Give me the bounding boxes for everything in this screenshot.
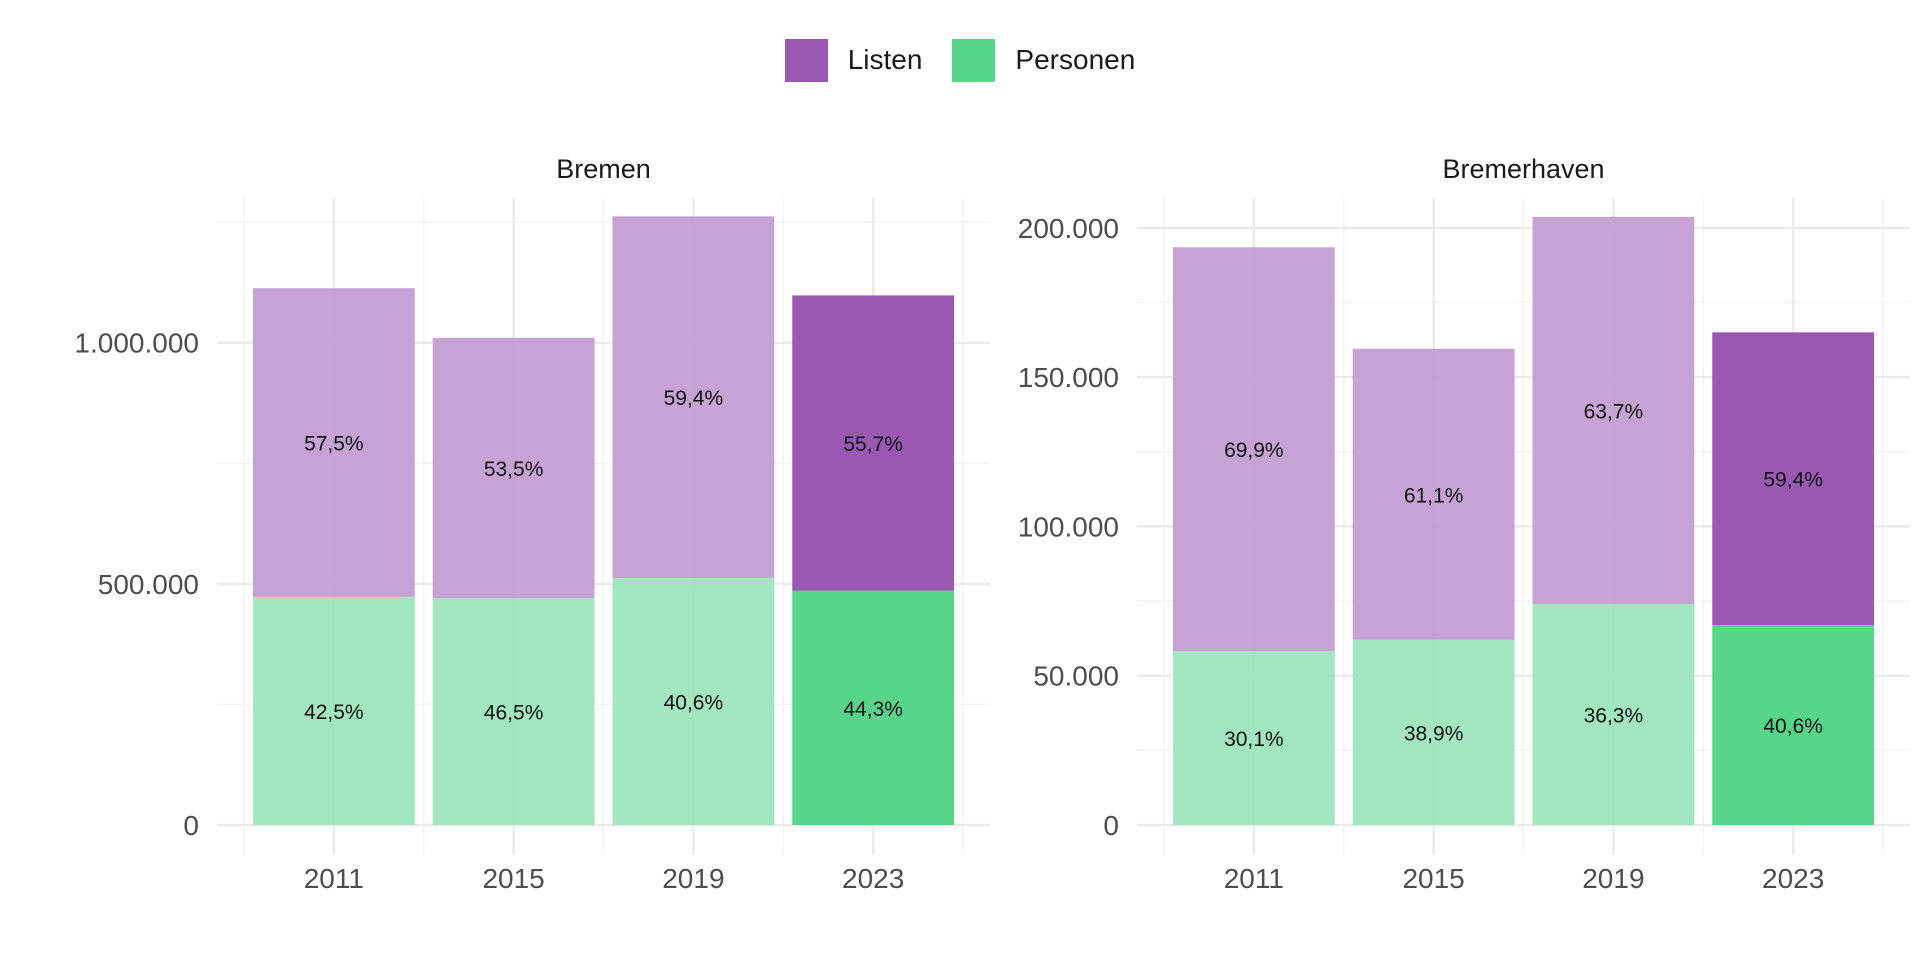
x-tick-label-2023: 2023 — [842, 863, 904, 894]
data-label-personen-2015: 38,9% — [1404, 722, 1464, 745]
y-tick-label: 500.000 — [98, 569, 199, 600]
x-tick-label-2015: 2015 — [1402, 863, 1464, 894]
bar-listen-2011 — [252, 288, 415, 597]
data-label-listen-2019: 59,4% — [664, 387, 724, 410]
legend-item-personen: Personen — [952, 38, 1136, 82]
x-tick-label-2011: 2011 — [1224, 863, 1284, 894]
panel-title-bremerhaven: Bremerhaven — [1442, 154, 1604, 184]
y-tick-label: 1.000.000 — [74, 328, 199, 359]
data-label-listen-2011: 57,5% — [304, 433, 364, 456]
bar-personen-2015 — [432, 598, 595, 825]
data-label-listen-2023: 55,7% — [843, 433, 903, 456]
bar-personen-2011 — [252, 596, 415, 825]
data-label-personen-2019: 40,6% — [664, 692, 724, 715]
legend-swatch-listen — [784, 38, 828, 82]
data-label-personen-2023: 40,6% — [1763, 715, 1823, 738]
data-label-personen-2015: 46,5% — [484, 702, 544, 725]
data-label-personen-2011: 42,5% — [304, 701, 364, 724]
y-tick-label: 100.000 — [1018, 511, 1119, 542]
bar-listen-2015 — [1352, 348, 1515, 640]
bar-listen-2019 — [612, 216, 775, 579]
x-tick-label-2023: 2023 — [1762, 863, 1824, 894]
bar-personen-2023 — [792, 590, 955, 825]
y-tick-label: 0 — [1103, 810, 1119, 841]
data-label-listen-2011: 69,9% — [1224, 439, 1284, 462]
bar-personen-2015 — [1352, 639, 1515, 825]
bar-personen-2023 — [1712, 624, 1875, 825]
bar-listen-2023 — [1712, 332, 1875, 625]
y-tick-label: 50.000 — [1033, 661, 1119, 692]
bar-listen-2011 — [1172, 247, 1335, 652]
panel-bremen: 42,5% 57,5% 2011 46,5% 53,5% 2015 40,6% 59,4% 20… — [74, 154, 990, 894]
data-label-personen-2019: 36,3% — [1584, 705, 1644, 728]
legend-label-listen: Listen — [847, 44, 923, 75]
legend-label-personen: Personen — [1015, 44, 1136, 75]
data-label-listen-2019: 63,7% — [1584, 400, 1644, 423]
bar-listen-2019 — [1532, 216, 1695, 605]
data-label-personen-2023: 44,3% — [843, 698, 903, 721]
y-tick-label: 200.000 — [1018, 213, 1119, 244]
data-label-personen-2011: 30,1% — [1224, 728, 1284, 751]
y-tick-label: 150.000 — [1018, 362, 1119, 393]
legend: Listen Personen — [0, 38, 1920, 82]
panel-title-bremen: Bremen — [556, 154, 651, 184]
legend-swatch-personen — [952, 38, 996, 82]
x-tick-label-2019: 2019 — [662, 863, 724, 894]
y-tick-label: 0 — [183, 810, 199, 841]
bar-personen-2019 — [1532, 604, 1695, 825]
data-label-listen-2023: 59,4% — [1763, 469, 1823, 492]
bar-listen-2015 — [432, 337, 595, 599]
x-tick-label-2015: 2015 — [482, 863, 544, 894]
legend-item-listen: Listen — [784, 38, 923, 82]
data-label-listen-2015: 53,5% — [484, 458, 544, 481]
x-tick-label-2011: 2011 — [304, 863, 364, 894]
bar-personen-2019 — [612, 578, 775, 825]
bar-listen-2023 — [792, 295, 955, 591]
bar-personen-2011 — [1172, 651, 1335, 825]
data-label-listen-2015: 61,1% — [1404, 484, 1464, 507]
panel-bremerhaven: 30,1% 69,9% 2011 38,9% 61,1% 2015 36,3% 63,7% 20… — [1018, 154, 1910, 894]
x-tick-label-2019: 2019 — [1582, 863, 1644, 894]
